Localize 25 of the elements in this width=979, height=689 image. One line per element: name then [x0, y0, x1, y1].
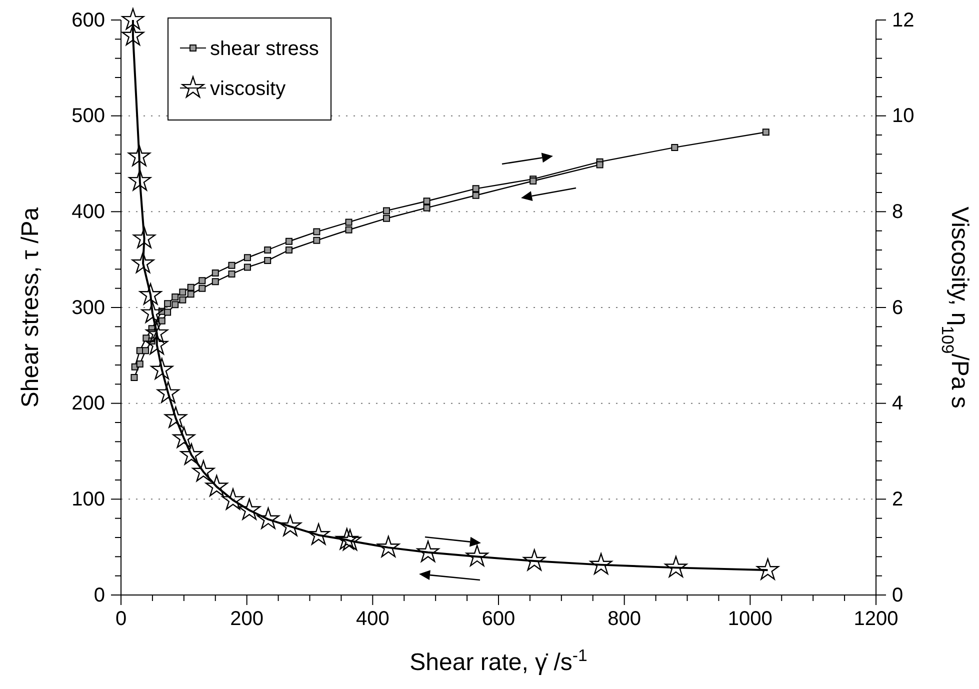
- y2-tick-label: 0: [892, 584, 904, 606]
- y-tick-label: 400: [72, 201, 105, 224]
- x-tick-label: 800: [608, 608, 642, 630]
- y-tick-label: 0: [94, 584, 105, 606]
- y-tick-label: 600: [72, 9, 105, 32]
- x-tick-label: 1000: [728, 608, 772, 630]
- y-tick-label: 300: [72, 296, 105, 319]
- x-tick-label: 400: [356, 608, 390, 630]
- y2-tick-label: 8: [892, 201, 904, 224]
- legend-label: shear stress: [210, 38, 319, 60]
- y-tick-label: 100: [72, 488, 105, 511]
- y-axis-title: Shear stress, τ /Pa: [17, 206, 44, 408]
- y2-tick-label: 4: [892, 392, 904, 415]
- x-tick-label: 200: [230, 608, 264, 630]
- y2-tick-label: 10: [892, 105, 914, 128]
- x-tick-label: 1200: [854, 608, 898, 630]
- legend-label: viscosity: [210, 78, 286, 100]
- y2-tick-label: 2: [892, 488, 904, 511]
- x-tick-label: 600: [482, 608, 516, 630]
- x-axis-title: Shear rate, γ̇ /s$^{-1}$: [410, 646, 588, 676]
- x-tick-label: 0: [115, 608, 127, 630]
- y-tick-label: 200: [72, 392, 105, 415]
- y2-tick-label: 6: [892, 296, 904, 319]
- y2-tick-label: 12: [892, 9, 914, 32]
- y-tick-label: 500: [72, 105, 105, 128]
